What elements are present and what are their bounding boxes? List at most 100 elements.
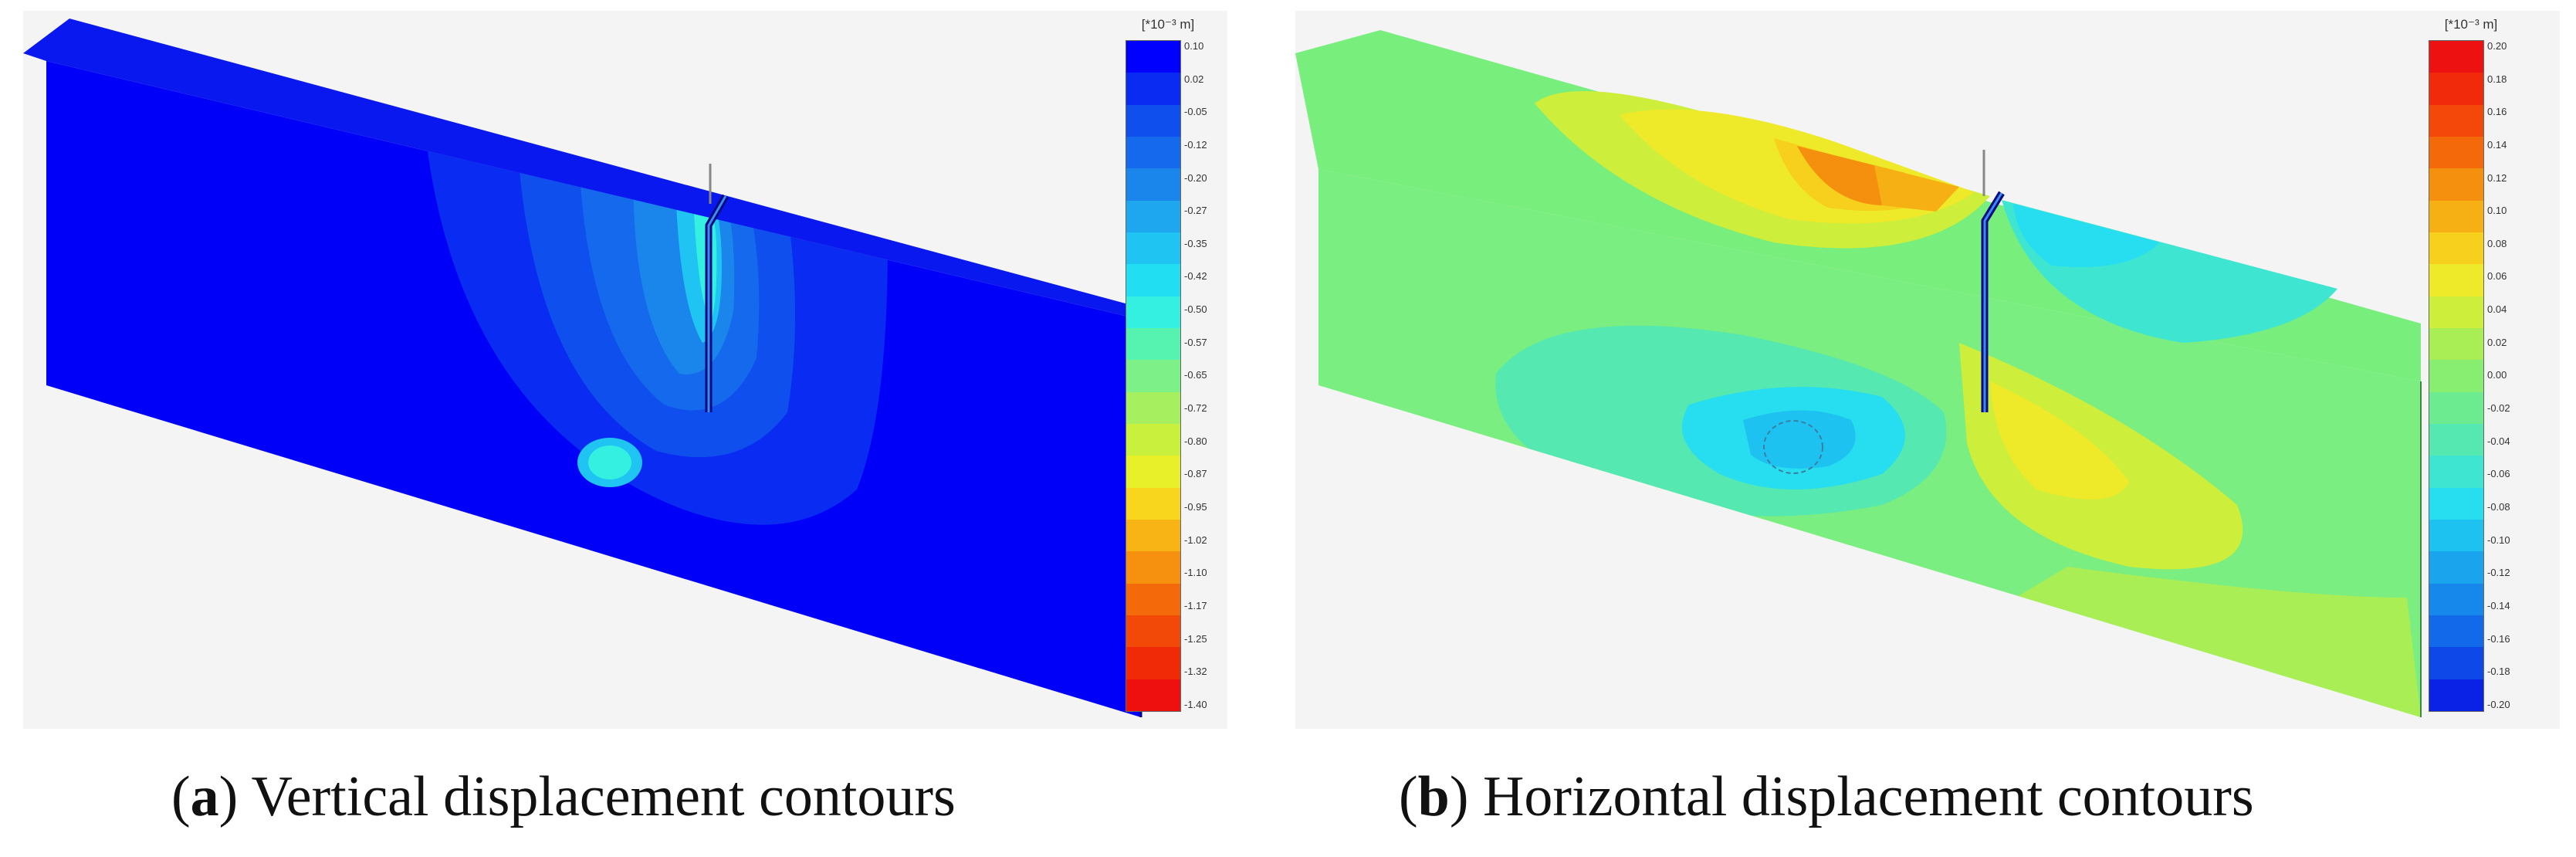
scale-tick-label: 0.14	[2487, 138, 2507, 151]
scale-swatch	[2429, 679, 2483, 711]
scale-unit: [*10⁻³ m]	[2444, 17, 2498, 32]
scale-tick-label: 0.00	[2487, 369, 2507, 381]
scale-tick-label: -0.95	[1184, 500, 1207, 513]
scale-tick-label: -0.05	[1184, 106, 1207, 118]
scale-tick-label: -0.16	[2487, 632, 2510, 645]
vertical-displacement-model	[23, 19, 1142, 717]
scale-swatch	[2429, 456, 2483, 488]
scale-swatch	[1126, 168, 1180, 201]
scale-swatch	[1126, 391, 1180, 424]
scale-swatch	[2429, 327, 2483, 361]
pile-marker	[1981, 150, 2005, 412]
scale-tick-label: 0.02	[1184, 73, 1204, 85]
scale-swatch	[2429, 264, 2483, 296]
scale-swatch	[2429, 200, 2483, 232]
scale-swatch	[1126, 200, 1180, 232]
scale-swatch	[2429, 73, 2483, 105]
color-scale-bar	[2429, 40, 2484, 712]
scale-tick-label: -0.35	[1184, 237, 1207, 249]
scale-tick-label: -1.32	[1184, 666, 1207, 678]
scale-tick-label: 0.06	[2487, 270, 2507, 283]
scale-tick-label: -0.12	[2487, 567, 2510, 579]
vertical-displacement-panel	[23, 11, 1227, 729]
scale-tick-label: -0.20	[2487, 698, 2510, 710]
scale-tick-label: -1.02	[1184, 534, 1207, 546]
scale-tick-label: -0.50	[1184, 303, 1207, 316]
scale-tick-label: -0.87	[1184, 468, 1207, 480]
scale-swatch	[1126, 519, 1180, 552]
scale-swatch	[1126, 583, 1180, 615]
scale-swatch	[1126, 487, 1180, 520]
scale-swatch	[1126, 73, 1180, 105]
scale-tick-label: 0.18	[2487, 73, 2507, 85]
caption-text: Vertical displacement contours	[238, 765, 956, 828]
scale-tick-label: -0.27	[1184, 205, 1207, 217]
scale-swatch	[1126, 264, 1180, 296]
scale-swatch	[2429, 136, 2483, 169]
scale-tick-label: -0.12	[1184, 138, 1207, 151]
scale-swatch	[1126, 296, 1180, 328]
scale-swatch	[1126, 360, 1180, 392]
scale-swatch	[1126, 647, 1180, 679]
scale-tick-label: -1.10	[1184, 567, 1207, 579]
scale-tick-label: 0.08	[2487, 237, 2507, 249]
scale-swatch	[1126, 679, 1180, 711]
scale-swatch	[2429, 296, 2483, 328]
scale-tick-label: -0.10	[2487, 534, 2510, 546]
scale-swatch	[2429, 168, 2483, 201]
scale-swatch	[2429, 551, 2483, 584]
scale-swatch	[2429, 232, 2483, 265]
scale-tick-label: -0.08	[2487, 500, 2510, 513]
color-scale-bar	[1126, 40, 1181, 712]
scale-swatch	[2429, 583, 2483, 615]
scale-tick-labels: 0.20 0.18 0.16 0.14 0.12 0.10 0.08 0.06 0.04 0.02…	[2487, 40, 2541, 710]
scale-tick-label: -0.65	[1184, 369, 1207, 381]
caption-b: (b) Horizontal displacement contours	[1399, 765, 2254, 828]
caption-letter: a	[190, 765, 219, 828]
scale-swatch	[1126, 456, 1180, 488]
caption-letter: b	[1417, 765, 1450, 828]
horizontal-contour-bands	[1535, 91, 2337, 343]
scale-tick-label: -1.25	[1184, 632, 1207, 645]
scale-swatch	[2429, 423, 2483, 456]
scale-tick-label: -0.14	[2487, 599, 2510, 611]
scale-swatch	[2429, 519, 2483, 552]
scale-tick-label: 0.12	[2487, 171, 2507, 184]
scale-tick-label: 0.04	[2487, 303, 2507, 316]
scale-swatch	[1126, 41, 1180, 73]
caption-a: (a) Vertical displacement contours	[171, 765, 956, 828]
scale-swatch	[1126, 551, 1180, 584]
scale-tick-label: -0.20	[1184, 171, 1207, 184]
scale-tick-label: -0.57	[1184, 336, 1207, 348]
scale-tick-label: -0.02	[2487, 402, 2510, 415]
scale-swatch	[2429, 41, 2483, 73]
scale-tick-label: 0.20	[2487, 40, 2507, 52]
caption-text: Horizontal displacement contours	[1468, 765, 2254, 828]
scale-swatch	[1126, 327, 1180, 361]
scale-tick-label: 0.10	[2487, 205, 2507, 217]
model-top-face	[23, 19, 1142, 320]
scale-swatch	[1126, 104, 1180, 137]
horizontal-displacement-panel	[1295, 11, 2560, 729]
scale-tick-label: -1.40	[1184, 698, 1207, 710]
scale-unit: [*10⁻³ m]	[1141, 17, 1195, 32]
scale-tick-label: -0.72	[1184, 402, 1207, 415]
scale-swatch	[2429, 615, 2483, 648]
scale-tick-label: -0.18	[2487, 666, 2510, 678]
scale-tick-label: -0.80	[1184, 435, 1207, 447]
scale-swatch	[1126, 136, 1180, 169]
horizontal-displacement-model	[1295, 30, 2422, 717]
scale-swatch	[1126, 615, 1180, 648]
scale-swatch	[2429, 487, 2483, 520]
scale-swatch	[2429, 391, 2483, 424]
scale-tick-label: -0.06	[2487, 468, 2510, 480]
scale-tick-label: 0.02	[2487, 336, 2507, 348]
scale-swatch	[2429, 360, 2483, 392]
scale-tick-label: 0.10	[1184, 40, 1204, 52]
deep-contour-bands	[1495, 325, 2421, 717]
scale-tick-label: -0.42	[1184, 270, 1207, 283]
scale-swatch	[1126, 232, 1180, 265]
scale-tick-label: -1.17	[1184, 599, 1207, 611]
scale-swatch	[2429, 104, 2483, 137]
scale-tick-label: -0.04	[2487, 435, 2510, 447]
